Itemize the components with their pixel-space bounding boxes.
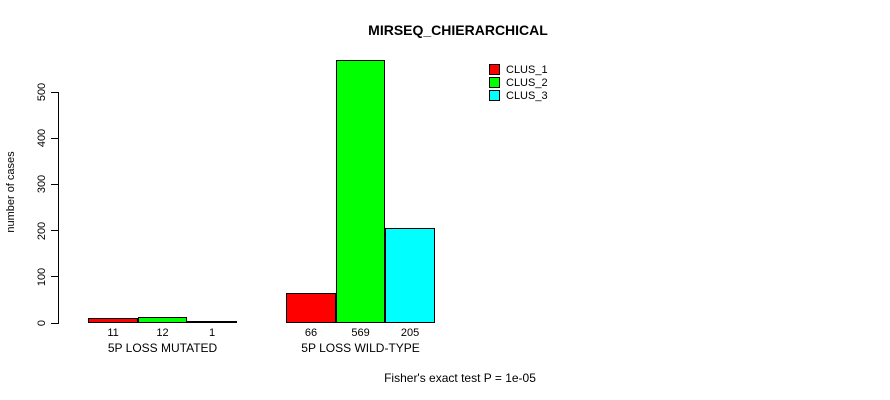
y-axis-line: [58, 92, 59, 324]
y-tick-label: 500: [36, 82, 48, 102]
caption-text: Fisher's exact test P = 1e-05: [384, 371, 536, 385]
y-axis-label: number of cases: [5, 151, 17, 233]
category-label: 5P LOSS WILD-TYPE: [301, 341, 420, 355]
legend-label: CLUS_1: [506, 63, 548, 76]
legend-item-clus_1: CLUS_1: [489, 63, 548, 76]
legend: CLUS_1 CLUS_2 CLUS_3: [489, 63, 548, 102]
y-axis-tick: [51, 230, 58, 232]
bar-value-label: 11: [107, 327, 119, 339]
bar-value-label: 1: [208, 327, 216, 339]
bar-clus_3-group1: [187, 321, 237, 323]
legend-swatch-clus_3: [489, 90, 500, 101]
bar-clus_1-group2: [286, 292, 336, 323]
y-tick-label: 200: [36, 221, 48, 240]
bar-clus_3-group2: [385, 228, 435, 323]
legend-label: CLUS_3: [506, 89, 548, 102]
y-axis-tick: [51, 183, 58, 185]
bar-clus_2-group2: [335, 60, 386, 323]
y-axis-tick: [51, 91, 58, 93]
y-tick-label: 300: [36, 175, 48, 194]
legend-swatch-clus_2: [489, 77, 500, 88]
bar-value-label: 569: [351, 327, 370, 339]
legend-swatch-clus_1: [489, 64, 500, 75]
legend-item-clus_2: CLUS_2: [489, 76, 548, 89]
y-tick-label: 0: [36, 319, 48, 327]
legend-label: CLUS_2: [506, 76, 548, 89]
legend-item-clus_3: CLUS_3: [489, 89, 548, 102]
y-axis-tick: [51, 322, 58, 324]
bar-value-label: 205: [400, 327, 420, 339]
bar-value-label: 12: [156, 327, 169, 339]
y-axis-tick: [51, 137, 58, 139]
category-label: 5P LOSS MUTATED: [107, 341, 218, 355]
y-tick-label: 400: [36, 129, 48, 148]
bar-clus_1-group1: [88, 317, 138, 323]
y-axis-tick: [51, 276, 58, 278]
bar-clus_2-group1: [137, 317, 188, 323]
chart-title: MIRSEQ_CHIERARCHICAL: [368, 22, 548, 38]
y-tick-label: 100: [36, 267, 48, 286]
bar-value-label: 66: [304, 327, 318, 339]
